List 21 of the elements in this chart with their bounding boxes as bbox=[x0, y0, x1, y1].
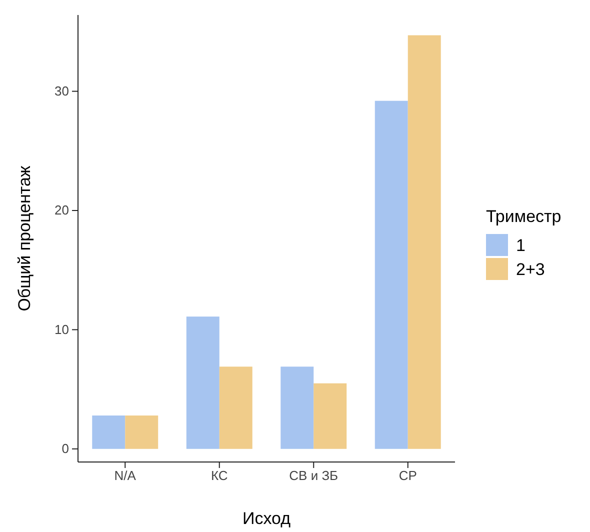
bar bbox=[314, 383, 347, 449]
bar bbox=[186, 316, 220, 449]
x-tick-label: КС bbox=[210, 468, 228, 484]
bar bbox=[219, 366, 252, 449]
x-tick-label: СР bbox=[398, 468, 417, 484]
x-axis-title: Исход bbox=[242, 509, 291, 528]
y-tick-label: 0 bbox=[62, 441, 69, 456]
bar bbox=[125, 416, 158, 449]
legend-label: 1 bbox=[516, 236, 526, 255]
y-tick-label: 10 bbox=[54, 322, 69, 337]
y-axis-title: Общий процентаж bbox=[15, 165, 34, 312]
x-tick-label: СВ и ЗБ bbox=[289, 468, 338, 484]
legend-label: 2+3 bbox=[516, 260, 545, 279]
bar bbox=[280, 366, 314, 449]
bar bbox=[408, 35, 441, 449]
x-tick-label: N/A bbox=[114, 468, 136, 484]
y-tick-label: 20 bbox=[54, 202, 69, 218]
legend-title: Триместр bbox=[486, 207, 562, 226]
bar bbox=[374, 100, 408, 449]
y-tick-label: 30 bbox=[54, 83, 69, 98]
bar bbox=[92, 416, 126, 449]
